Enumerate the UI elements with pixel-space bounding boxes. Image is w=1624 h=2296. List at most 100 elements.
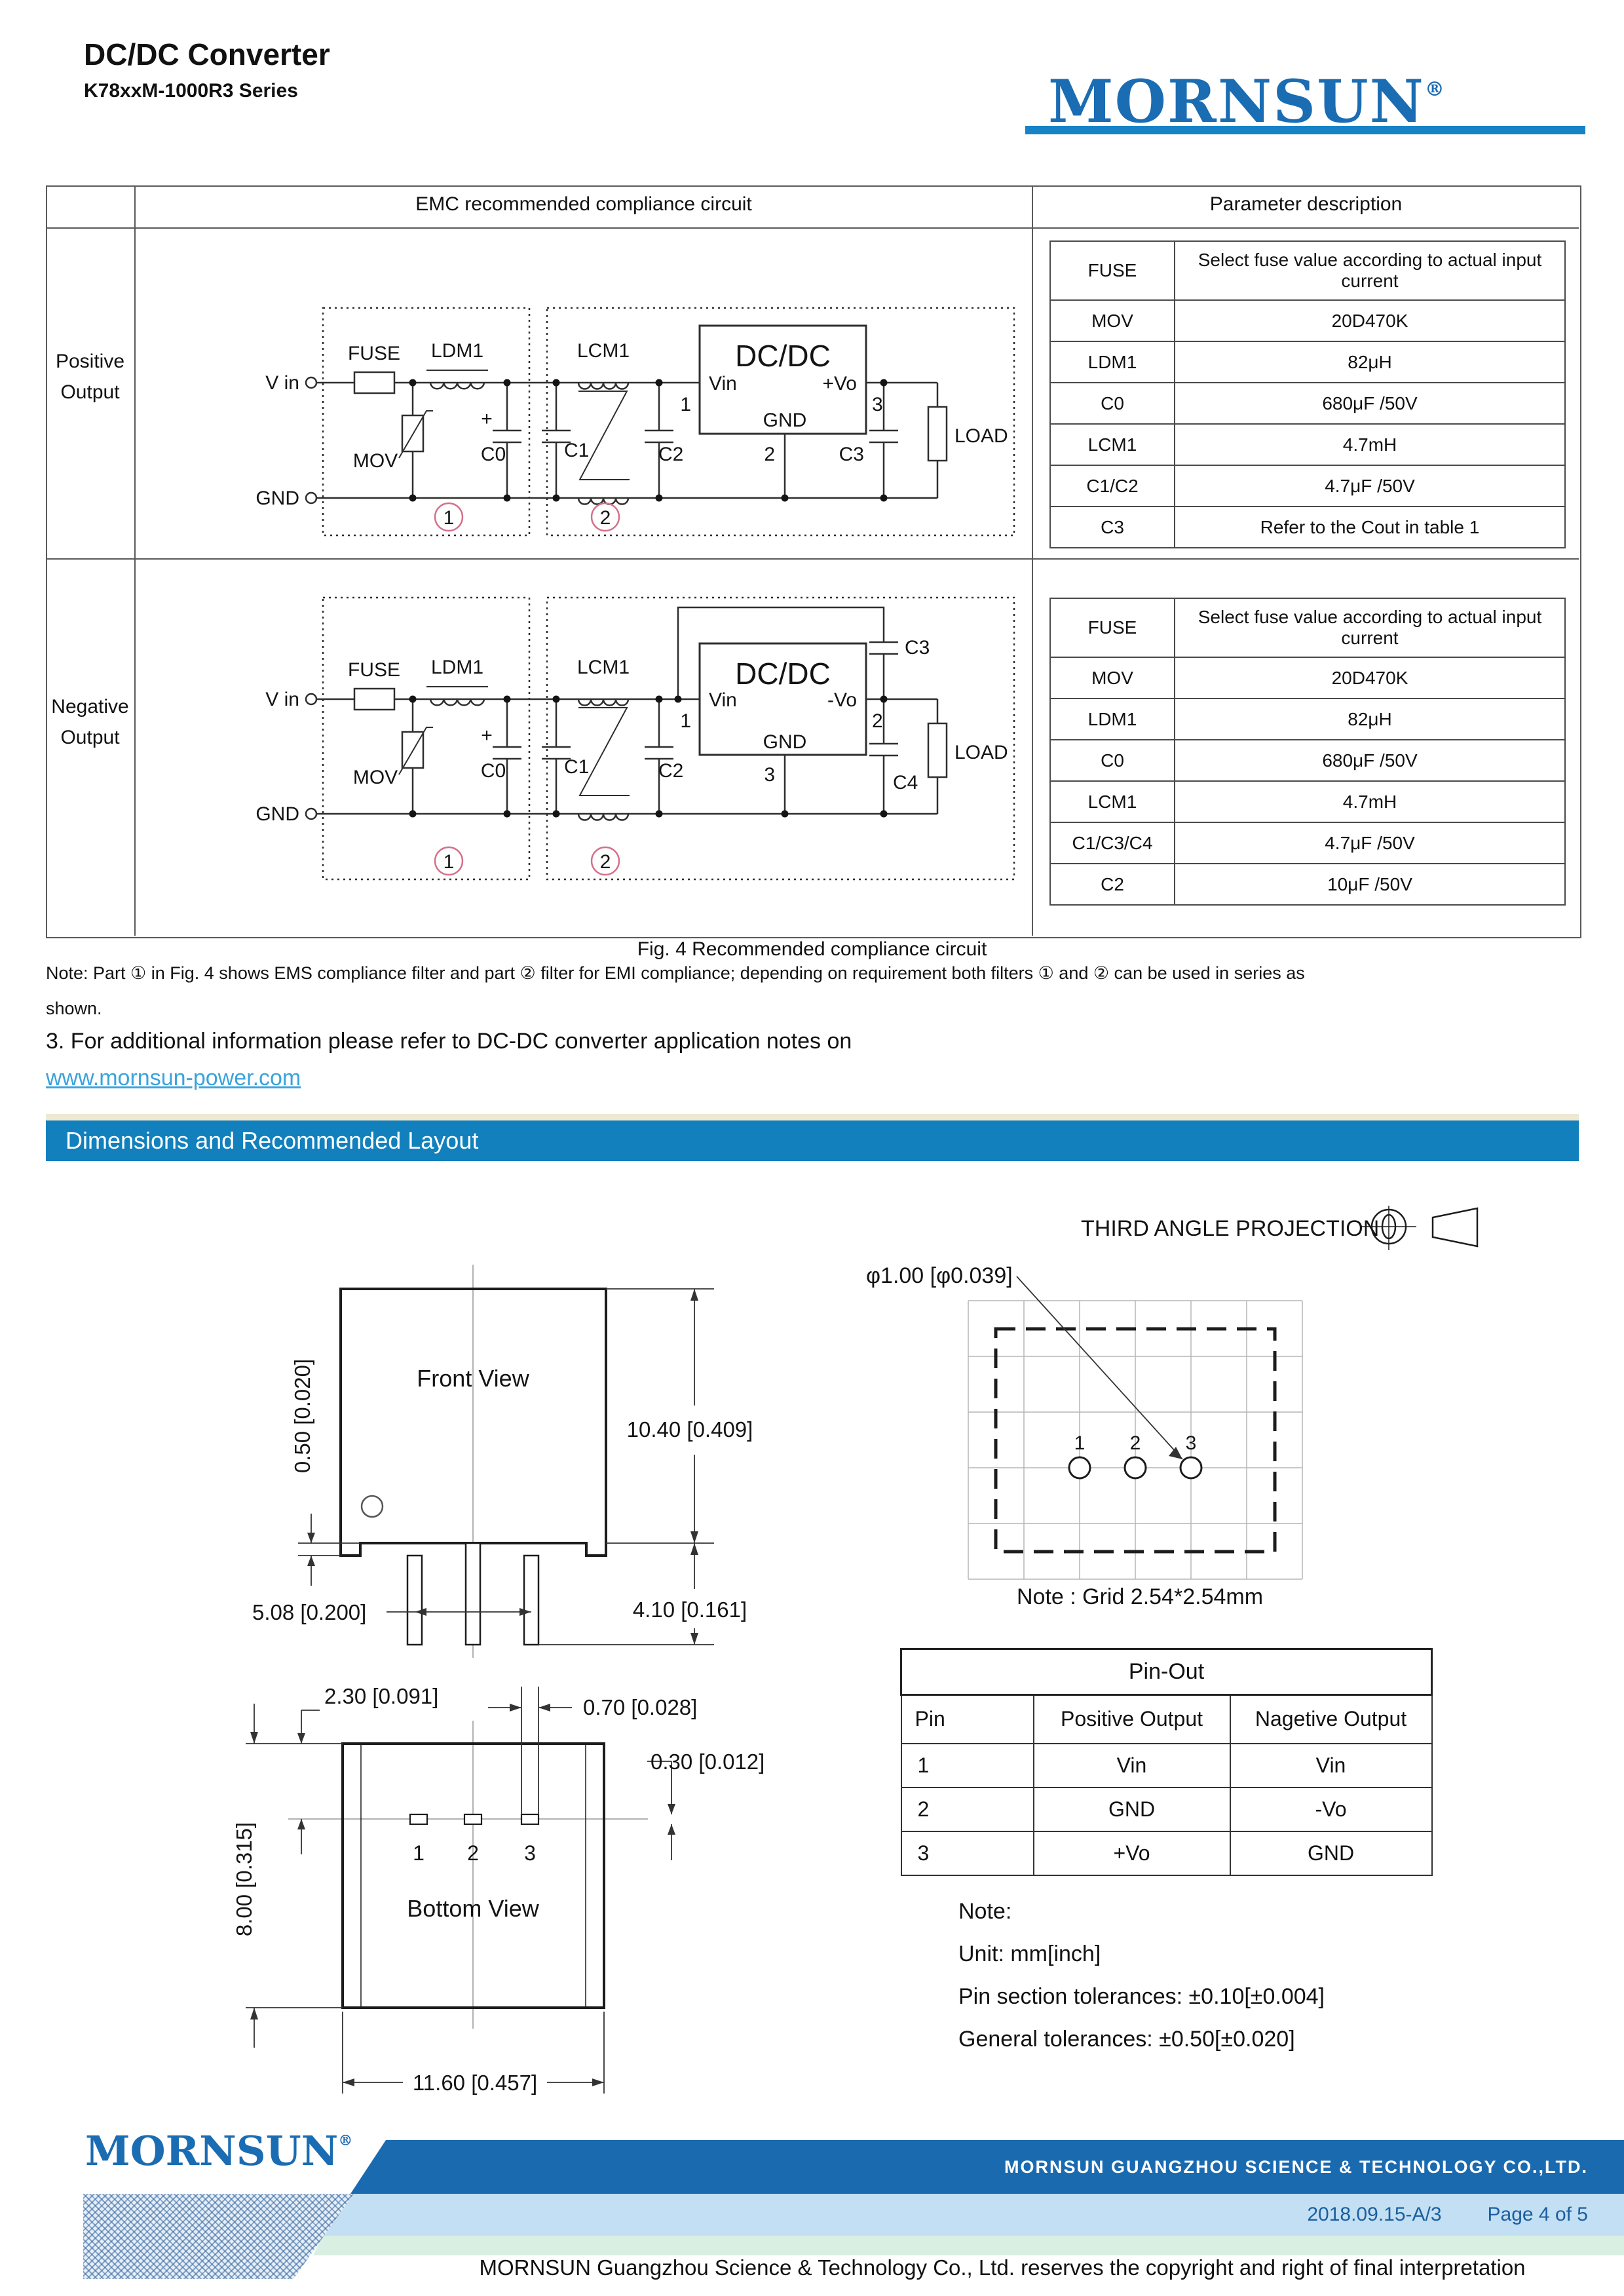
dim-pitch: 5.08 [0.200] bbox=[252, 1600, 366, 1624]
figure-caption: Fig. 4 Recommended compliance circuit bbox=[637, 938, 987, 960]
emc-compliance-table bbox=[46, 185, 1581, 938]
label-gnd: GND bbox=[255, 803, 299, 825]
dim-pad-height: 0.30 [0.012] bbox=[651, 1750, 765, 1774]
dim-pad-offset: 2.30 [0.091] bbox=[324, 1684, 438, 1708]
dim-height: 10.40 [0.409] bbox=[627, 1417, 753, 1442]
label-lcm1: LCM1 bbox=[577, 340, 630, 362]
c2-capacitor bbox=[645, 383, 673, 498]
pinout-header-pin: Pin bbox=[900, 1694, 1034, 1744]
label-pin2: 2 bbox=[872, 710, 883, 732]
label-lcm1: LCM1 bbox=[577, 657, 630, 678]
negative-param-table: FUSE Select fuse value according to actua… bbox=[1049, 598, 1566, 906]
negative-circuit-diagram: V in GND FUSE LDM1 MOV + C0 C1 LCM1 C2 D… bbox=[255, 596, 1015, 881]
brand-logo-text: MORNSUN bbox=[1048, 67, 1425, 136]
c1-capacitor bbox=[542, 699, 571, 814]
param-name: LDM1 bbox=[1049, 698, 1175, 740]
param-name: C2 bbox=[1049, 863, 1175, 906]
param-name: C3 bbox=[1049, 506, 1175, 548]
row-label-negative-2: Output bbox=[60, 727, 120, 748]
dim-pin-length: 4.10 [0.161] bbox=[633, 1598, 747, 1622]
param-value: 4.7mH bbox=[1174, 780, 1566, 823]
label-load: LOAD bbox=[954, 742, 1008, 763]
dim-pad-width: 0.70 [0.028] bbox=[583, 1695, 697, 1719]
lcm1-core bbox=[578, 391, 630, 480]
circled-2: 2 bbox=[600, 851, 611, 873]
module-body bbox=[339, 1288, 607, 1557]
pinout-header-negative: Nagetive Output bbox=[1229, 1694, 1433, 1744]
label-dcdc-gnd: GND bbox=[763, 410, 807, 431]
label-c3: C3 bbox=[839, 444, 864, 465]
layout-pin2: 2 bbox=[1130, 1432, 1141, 1454]
pinout-cell: Vin bbox=[1032, 1742, 1231, 1788]
c1-capacitor bbox=[542, 383, 571, 498]
label-mov: MOV bbox=[353, 767, 398, 788]
param-value: 680μF /50V bbox=[1174, 382, 1566, 425]
c2-capacitor bbox=[645, 699, 673, 814]
pinout-cell: +Vo bbox=[1032, 1830, 1231, 1876]
mov-diagonal bbox=[398, 410, 433, 459]
mov-diagonal bbox=[398, 727, 433, 775]
param-value: 10μF /50V bbox=[1174, 863, 1566, 906]
pad-3 bbox=[520, 1813, 540, 1826]
grid-note: Note : Grid 2.54*2.54mm bbox=[1017, 1584, 1263, 1609]
gnd-terminal bbox=[305, 807, 318, 820]
footer-registered-mark: ® bbox=[338, 2132, 353, 2149]
layout-drawing: THIRD ANGLE PROJECTION φ1.00 [φ0.039] 1 … bbox=[866, 1206, 1479, 1609]
pin1-marker bbox=[360, 1495, 384, 1518]
pinout-cell: 3 bbox=[900, 1830, 1034, 1876]
table-hline-header bbox=[46, 227, 1579, 229]
mornsun-link[interactable]: www.mornsun-power.com bbox=[46, 1065, 301, 1090]
additional-info: 3. For additional information please ref… bbox=[46, 1029, 852, 1054]
pad-1 bbox=[409, 1813, 428, 1826]
param-name: LCM1 bbox=[1049, 423, 1175, 466]
label-dcdc-gnd: GND bbox=[763, 731, 807, 753]
layout-note-pin-tolerance: Pin section tolerances: ±0.10[±0.004] bbox=[958, 1984, 1325, 2009]
bottom-pin2: 2 bbox=[467, 1841, 479, 1865]
pinout-header-positive: Positive Output bbox=[1032, 1694, 1231, 1744]
dcdc-module bbox=[698, 324, 867, 435]
label-c0: C0 bbox=[481, 760, 506, 782]
front-view-drawing: Front View 10.40 [0.409] 4.10 [0.161] 0.… bbox=[252, 1265, 753, 1658]
param-name: FUSE bbox=[1049, 598, 1175, 658]
section-banner: Dimensions and Recommended Layout bbox=[46, 1120, 1579, 1161]
pin-2 bbox=[464, 1542, 482, 1646]
param-name: MOV bbox=[1049, 657, 1175, 699]
label-fuse: FUSE bbox=[348, 343, 400, 364]
hole-pin-1 bbox=[1068, 1456, 1091, 1480]
pinout-table: Pin-Out Pin Positive Output Nagetive Out… bbox=[899, 1648, 1433, 1876]
emi-filter-box bbox=[546, 307, 1015, 537]
label-fuse: FUSE bbox=[348, 659, 400, 681]
col-header-param: Parameter description bbox=[1209, 193, 1403, 215]
label-vin: V in bbox=[265, 689, 299, 710]
c3-capacitor bbox=[869, 383, 898, 498]
circled-1: 1 bbox=[444, 507, 455, 529]
label-load: LOAD bbox=[954, 425, 1008, 447]
dim-standoff: 0.50 [0.020] bbox=[290, 1359, 314, 1473]
label-c1: C1 bbox=[564, 756, 589, 778]
param-name: LCM1 bbox=[1049, 780, 1175, 823]
layout-pin3: 3 bbox=[1186, 1432, 1197, 1454]
param-value: Select fuse value according to actual in… bbox=[1174, 598, 1566, 658]
pinout-cell: GND bbox=[1229, 1830, 1433, 1876]
pinout-cell: 1 bbox=[900, 1742, 1034, 1788]
circled-1: 1 bbox=[444, 851, 455, 873]
gnd-terminal bbox=[305, 491, 318, 505]
pinout-cell: -Vo bbox=[1229, 1786, 1433, 1832]
label-pin1: 1 bbox=[680, 710, 691, 732]
lcm1-core bbox=[578, 707, 630, 796]
param-name: C1/C3/C4 bbox=[1049, 822, 1175, 864]
label-dcdc: DC/DC bbox=[735, 339, 831, 373]
param-value: 4.7μF /50V bbox=[1174, 465, 1566, 507]
label-c0-plus: + bbox=[481, 408, 493, 430]
module-outline-dashed bbox=[994, 1327, 1277, 1554]
page-title: DC/DC Converter bbox=[84, 37, 330, 71]
param-name: LDM1 bbox=[1049, 341, 1175, 383]
hole-pin-3 bbox=[1179, 1456, 1203, 1480]
circled-2: 2 bbox=[600, 507, 611, 529]
bottom-view-title: Bottom View bbox=[407, 1895, 539, 1922]
pinout-cell: 2 bbox=[900, 1786, 1034, 1832]
label-ldm1: LDM1 bbox=[431, 657, 483, 678]
logo-underline-bar bbox=[1025, 126, 1585, 134]
lcm1-bottom-winding bbox=[577, 813, 630, 821]
col-header-circuit: EMC recommended compliance circuit bbox=[415, 193, 752, 215]
